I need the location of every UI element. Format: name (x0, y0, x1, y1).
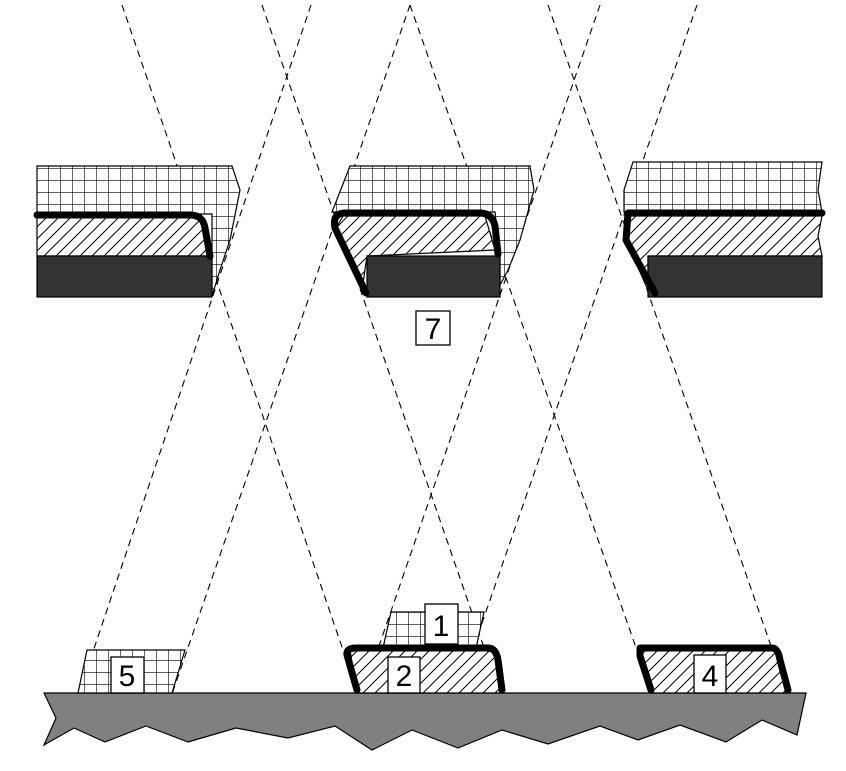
hatch-layer (36, 215, 211, 257)
thick-outline (33, 211, 214, 260)
feature-1-2: 1 2 (343, 603, 506, 694)
cross-section-right (622, 161, 826, 298)
projection-line (449, 4, 698, 716)
label-7-box (415, 310, 451, 346)
label-7: 7 (425, 313, 442, 346)
ground-substrate (42, 692, 807, 751)
label-5: 5 (119, 660, 136, 693)
projection-line (121, 4, 368, 721)
thick-outline (622, 209, 826, 297)
thick-outline (343, 644, 506, 694)
projection-lines (79, 4, 796, 731)
cross-section-middle: 7 (331, 165, 535, 346)
dark-block (366, 255, 501, 298)
label-4-box (693, 654, 727, 694)
label-1-box (424, 603, 459, 645)
thick-outline (331, 209, 502, 297)
projection-line (162, 4, 411, 721)
projection-line (79, 4, 312, 691)
projection-line (547, 4, 796, 716)
grid-layer (623, 161, 823, 213)
cross-section-left (33, 165, 241, 298)
label-4: 4 (702, 660, 719, 693)
label-2-box (387, 656, 421, 694)
projection-line (409, 4, 666, 731)
label-2: 2 (396, 660, 413, 693)
thick-outline (636, 644, 792, 694)
feature-4: 4 (636, 644, 792, 694)
dark-block (36, 255, 213, 298)
projection-line (261, 4, 510, 721)
label-1: 1 (433, 610, 450, 643)
feature-5: 5 (77, 649, 186, 694)
projection-line (349, 4, 601, 731)
dark-block (647, 255, 823, 298)
hatch-feature (349, 649, 503, 694)
label-5-box (110, 656, 145, 694)
